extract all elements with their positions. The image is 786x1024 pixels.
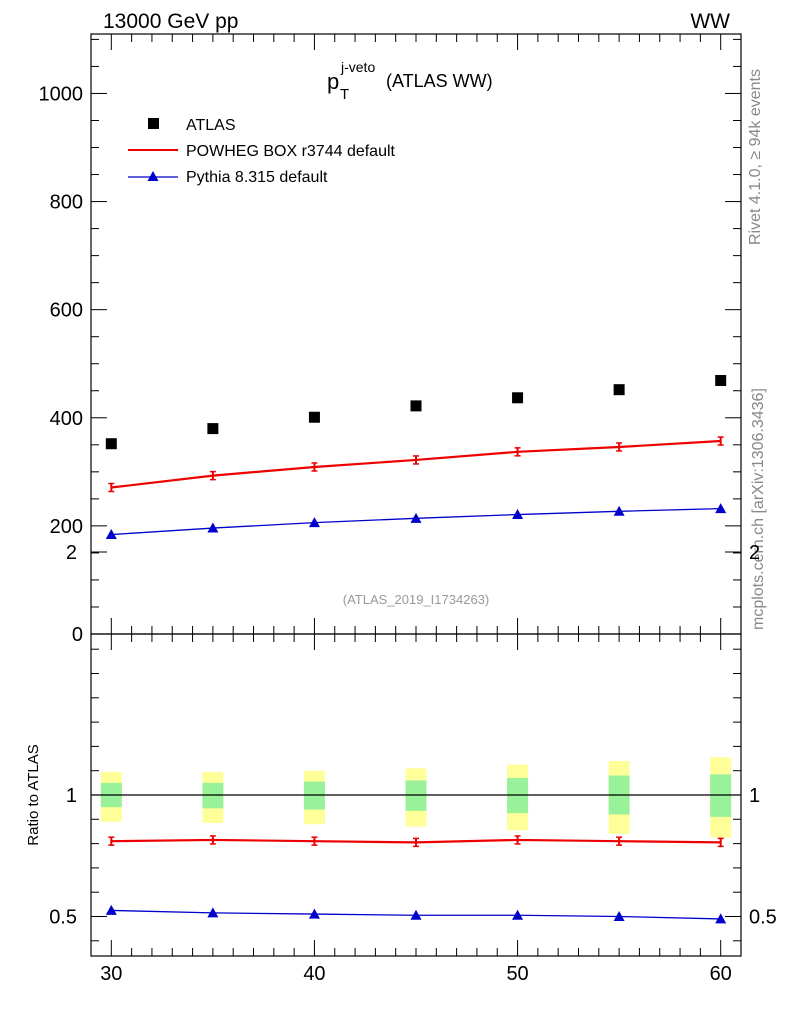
main-series: [105, 374, 727, 540]
rivet-label: Rivet 4.1.0, ≥ 94k events: [747, 69, 764, 245]
main-y-tick-label: 1000: [39, 83, 84, 105]
x-tick-label: 30: [100, 963, 122, 985]
legend: ATLAS POWHEG BOX r3744 default Pythia 8.…: [128, 117, 396, 186]
ratio-uncertainty-bands: [100, 757, 732, 838]
ratio-band-inner: [303, 781, 325, 810]
ratio-y-tick-label-left: 0.5: [49, 907, 77, 929]
ratio-y-axis-label: Ratio to ATLAS: [25, 744, 42, 845]
ratio-pythia-point: [715, 913, 727, 924]
ratio-y-tick-label-left: 2: [66, 542, 77, 564]
mcplots-label: mcplots.cern.ch [arXiv:1306.3436]: [750, 388, 767, 630]
title-p: p: [327, 69, 339, 94]
x-tick-label: 60: [710, 963, 732, 985]
pythia-point: [105, 529, 117, 540]
ratio-band-inner: [202, 782, 224, 809]
x-tick-label: 50: [506, 963, 528, 985]
ratio-panel: 0.5 0.5 1 1 2 2 30 40 50 60 Ratio to ATLAS: [25, 542, 777, 985]
pythia-point: [308, 517, 320, 528]
main-y-tick-label: 600: [50, 300, 83, 322]
main-y-tick-label: 0: [72, 624, 83, 646]
ratio-frame: [90, 633, 742, 957]
process-label: WW: [690, 10, 730, 33]
ratio-y-tick-label-right: 2: [749, 542, 760, 564]
main-axis-ticks: [91, 34, 741, 635]
main-y-tick-label: 400: [50, 408, 83, 430]
ratio-axis-ticks: [91, 551, 741, 956]
ratio-band-inner: [405, 780, 427, 811]
legend-pythia-marker: [147, 171, 159, 181]
ratio-pythia-point: [410, 909, 422, 920]
x-tick-labels: 30 40 50 60: [100, 963, 732, 985]
plot-title: p: [327, 69, 339, 94]
atlas-point: [207, 423, 219, 435]
pythia-point: [512, 509, 524, 520]
legend-pythia-label: Pythia 8.315 default: [186, 169, 328, 186]
ratio-y-tick-label-right: 0.5: [749, 907, 777, 929]
ratio-pythia-point: [207, 907, 219, 918]
atlas-point: [410, 400, 422, 412]
title-suffix: (ATLAS WW): [381, 71, 493, 91]
ratio-band-inner: [507, 777, 529, 814]
ratio-pythia-point: [308, 908, 320, 919]
atlas-point: [105, 438, 117, 450]
title-subscript: T: [340, 86, 349, 103]
main-y-tick-label: 200: [50, 516, 83, 538]
ratio-y-tick-label-right: 1: [749, 785, 760, 807]
ratio-band-inner: [710, 774, 732, 817]
ratio-y-tick-label-left: 1: [66, 785, 77, 807]
atlas-point: [308, 411, 320, 423]
legend-powheg-label: POWHEG BOX r3744 default: [186, 143, 396, 160]
main-y-tick-label: 800: [50, 192, 83, 214]
ratio-pythia-point: [512, 909, 524, 920]
main-y-tick-labels: 0 200 400 600 800 1000: [39, 83, 84, 646]
title-superscript: j-veto: [340, 59, 375, 75]
pythia-point: [715, 503, 727, 514]
atlas-point: [613, 384, 625, 396]
energy-label: 13000 GeV pp: [103, 10, 238, 33]
ratio-y-tick-labels: 0.5 0.5 1 1 2 2: [49, 542, 777, 929]
ratio-pythia-point: [105, 904, 117, 915]
analysis-watermark: (ATLAS_2019_I1734263): [343, 592, 489, 607]
pythia-point: [207, 522, 219, 533]
legend-atlas-marker: [148, 118, 159, 129]
pythia-point: [613, 505, 625, 516]
ratio-pythia-point: [613, 911, 625, 921]
ratio-series: [105, 835, 727, 924]
legend-atlas-label: ATLAS: [186, 117, 236, 134]
pythia-point: [410, 512, 422, 523]
atlas-point: [715, 374, 727, 386]
x-tick-label: 40: [303, 963, 325, 985]
atlas-point: [512, 392, 524, 404]
